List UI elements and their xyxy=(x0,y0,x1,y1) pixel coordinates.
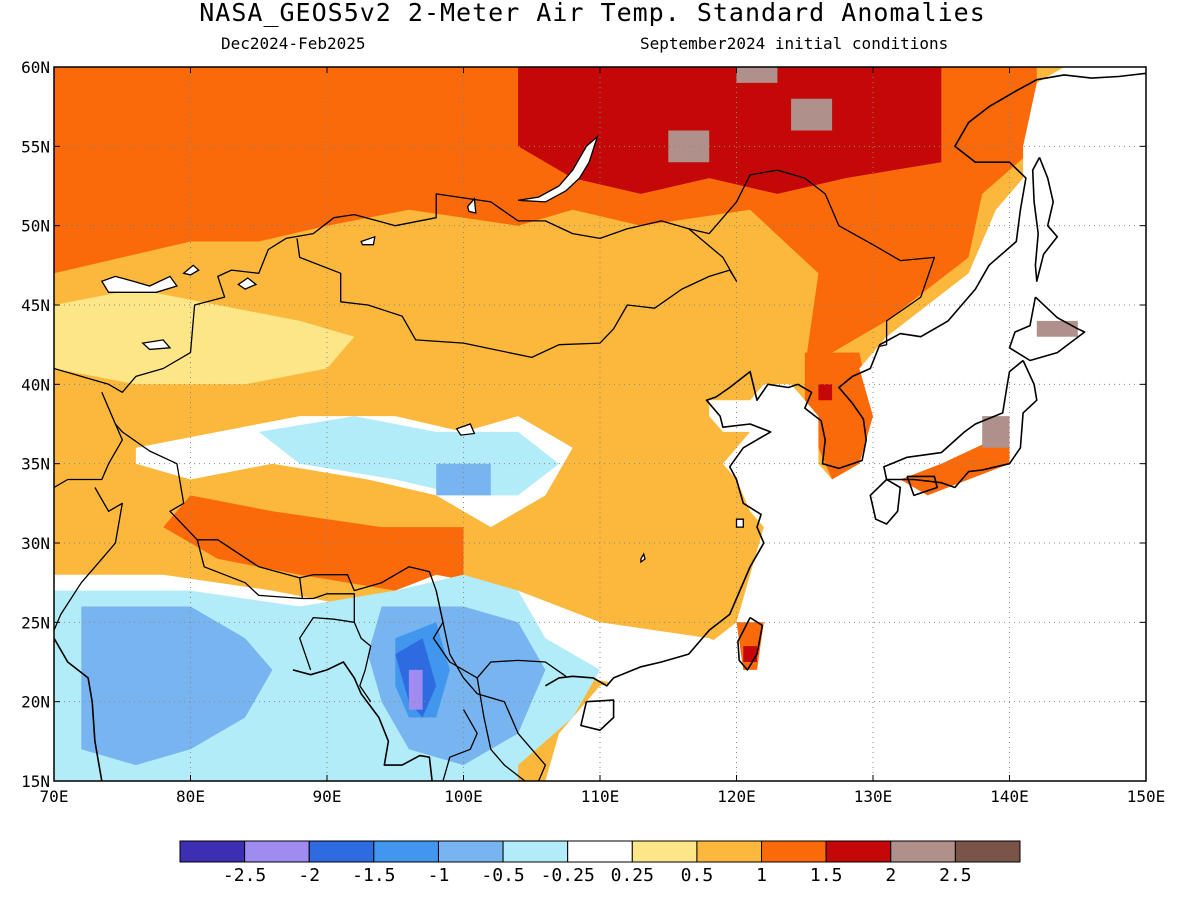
lat-tick-label: 30N xyxy=(21,534,50,553)
lake xyxy=(735,518,744,528)
lake xyxy=(455,423,476,436)
coastline xyxy=(580,699,615,732)
colorbar-swatch xyxy=(502,840,569,863)
lat-tick-label: 45N xyxy=(21,296,50,315)
anomaly-region-tibet-orange-core xyxy=(163,495,464,591)
lon-tick-label: 110E xyxy=(581,787,620,806)
coastline xyxy=(869,478,902,525)
lat-tick-label: 55N xyxy=(21,137,50,156)
coastline xyxy=(797,72,1146,470)
lat-tick-label: 15N xyxy=(21,772,50,791)
colorbar-swatch xyxy=(308,840,375,863)
lake xyxy=(100,275,178,293)
coastline xyxy=(737,616,764,671)
colorbar-label: 2.5 xyxy=(939,865,972,886)
coastline xyxy=(292,661,433,781)
colorbar: -2.5 -2 -1.5 -1 -0.5 -0.25 0.25 0.5 1 1.5 2 2.5 xyxy=(179,840,1021,886)
colorbar-label: -2 xyxy=(298,865,320,886)
colorbar-label: -2.5 xyxy=(223,865,266,886)
lon-tick-label: 80E xyxy=(176,787,205,806)
lake xyxy=(640,552,646,564)
anomaly-region-taiwan-red xyxy=(743,646,757,662)
lake xyxy=(360,235,376,246)
anomaly-region-siberia-brown-patch-1 xyxy=(668,130,710,163)
country-border xyxy=(353,622,372,703)
lake xyxy=(141,339,172,351)
anomaly-region-siberia-brown-patch-3 xyxy=(736,67,778,83)
anomaly-region-siberia-red-core xyxy=(518,67,942,194)
colorbar-swatch xyxy=(825,840,892,863)
lat-tick-label: 50N xyxy=(21,217,50,236)
coastline xyxy=(906,475,939,497)
coastlines-and-borders xyxy=(54,72,1146,781)
lon-tick-label: 70E xyxy=(40,787,69,806)
colorbar-label: -0.5 xyxy=(481,865,524,886)
colorbar-label: 2 xyxy=(885,865,896,886)
colorbar-swatch xyxy=(244,840,310,863)
map-title: NASA_GEOS5v2 2-Meter Air Temp. Standard … xyxy=(199,0,986,27)
colorbar-swatch xyxy=(631,840,698,863)
lat-tick-label: 35N xyxy=(21,455,50,474)
forecast-period: Dec2024-Feb2025 xyxy=(221,34,366,53)
lake xyxy=(182,264,200,276)
lake xyxy=(237,277,258,290)
lon-tick-label: 140E xyxy=(990,787,1029,806)
coastline xyxy=(544,370,799,687)
lon-tick-label: 130E xyxy=(854,787,893,806)
lake xyxy=(517,134,599,203)
colorbar-swatch xyxy=(761,840,827,863)
coastline xyxy=(1031,157,1059,283)
country-border xyxy=(476,677,526,781)
anomaly-region-tibet-blue-spot xyxy=(436,463,491,496)
lat-tick-label: 40N xyxy=(21,375,50,394)
colorbar-label: 0.5 xyxy=(681,865,714,886)
anomaly-region-japan-brown xyxy=(982,416,1010,448)
colorbar-swatch xyxy=(437,840,504,863)
country-border xyxy=(54,487,123,631)
anomaly-region-western-yellow-patch xyxy=(54,289,355,385)
colorbar-swatch xyxy=(954,840,1021,863)
colorbar-label: -1.5 xyxy=(352,865,395,886)
colorbar-label: -1 xyxy=(428,865,450,886)
country-border xyxy=(196,539,303,600)
initial-conditions: September2024 initial conditions xyxy=(640,34,949,53)
axis-ticks: 70E 80E 90E 100E 110E 120E 130E 140E 150E 15N 20N 2… xyxy=(21,58,1165,806)
anomaly-region-korea-red xyxy=(818,384,833,401)
colorbar-label: 0.25 xyxy=(611,865,654,886)
lake xyxy=(466,197,477,214)
lat-tick-label: 60N xyxy=(21,58,50,77)
lon-tick-label: 120E xyxy=(717,787,756,806)
country-border xyxy=(296,228,738,359)
anomaly-region-hokkaido-brown xyxy=(1036,320,1078,337)
colorbar-swatch xyxy=(373,840,439,863)
anomaly-region-siberia-brown-patch-2 xyxy=(791,98,833,131)
country-border xyxy=(54,423,123,489)
country-border xyxy=(101,392,567,679)
lat-tick-label: 25N xyxy=(21,613,50,632)
colorbar-label: -0.25 xyxy=(541,865,595,886)
anomaly-region-ocean-mask xyxy=(545,67,1146,781)
anomaly-region-south-blue xyxy=(81,606,273,766)
lat-tick-label: 20N xyxy=(21,693,50,712)
lon-tick-label: 100E xyxy=(444,787,483,806)
colorbar-swatch xyxy=(567,840,633,863)
country-border xyxy=(435,590,547,781)
lon-tick-label: 90E xyxy=(313,787,342,806)
colorbar-swatch xyxy=(890,840,956,863)
anomaly-fill-layer xyxy=(54,67,1146,781)
lon-tick-label: 150E xyxy=(1127,787,1166,806)
anomaly-region-burma-purple xyxy=(408,669,423,710)
country-border xyxy=(54,169,936,393)
coastline xyxy=(54,637,103,781)
coastline xyxy=(883,359,1038,489)
coastline xyxy=(1008,296,1086,362)
country-border xyxy=(299,577,355,671)
colorbar-label: 1 xyxy=(756,865,767,886)
country-border xyxy=(442,709,478,781)
colorbar-swatch xyxy=(696,840,763,863)
colorbar-label: 1.5 xyxy=(810,865,843,886)
colorbar-swatch xyxy=(179,840,246,863)
